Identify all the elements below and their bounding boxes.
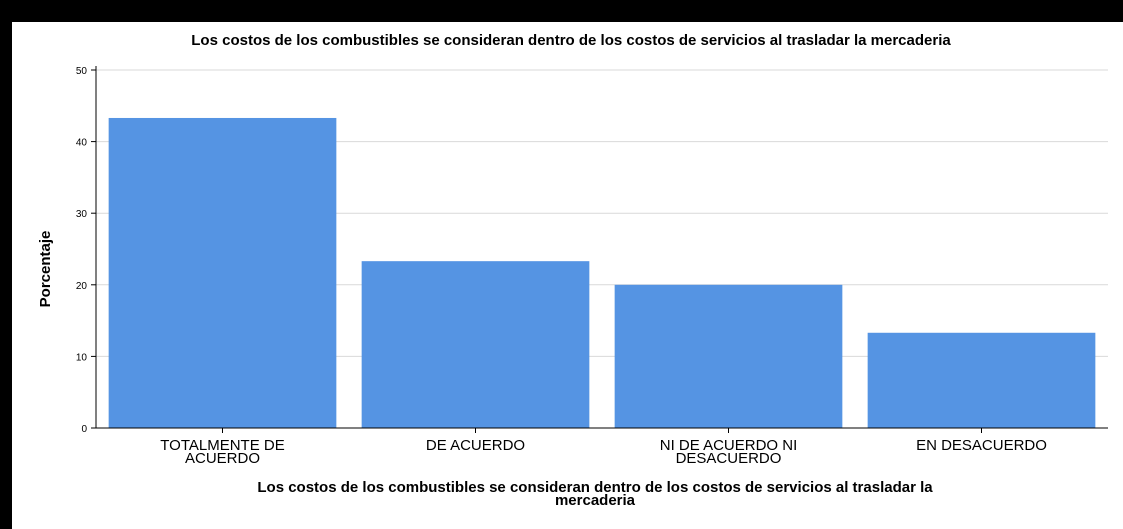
x-tick-label: NI DE ACUERDO NI DESACUERDO	[660, 437, 798, 467]
y-tick-label: 0	[81, 424, 87, 435]
x-axis-title: Los costos de los combustibles se consid…	[257, 479, 933, 509]
y-tick-label: 10	[76, 352, 88, 363]
x-tick-label: DE ACUERDO	[426, 437, 525, 454]
bar	[361, 261, 590, 428]
bar	[108, 117, 337, 429]
bars	[108, 117, 1096, 429]
bar	[614, 284, 843, 428]
y-tick-label: 20	[76, 281, 88, 292]
x-tick-label: TOTALMENTE DE ACUERDO	[160, 437, 284, 467]
y-axis-label: Porcentaje	[37, 231, 54, 308]
chart-title: Los costos de los combustibles se consid…	[191, 32, 951, 49]
x-axis-categories: TOTALMENTE DE ACUERDO DE ACUERDO NI DE ACUE…	[160, 428, 1047, 467]
x-axis-label: Los costos de los combustibles se consid…	[257, 479, 933, 509]
x-tick-label: EN DESACUERDO	[916, 437, 1047, 454]
y-tick-label: 30	[76, 209, 88, 220]
chart-panel: Los costos de los combustibles se consid…	[12, 22, 1123, 529]
bar-chart: Los costos de los combustibles se consid…	[37, 32, 1108, 509]
y-tick-label: 40	[76, 138, 88, 149]
bar	[867, 332, 1096, 428]
y-tick-label: 50	[76, 66, 88, 77]
axes	[95, 66, 1108, 429]
y-axis-ticks: 0 10 20 30 40 50	[76, 66, 96, 435]
